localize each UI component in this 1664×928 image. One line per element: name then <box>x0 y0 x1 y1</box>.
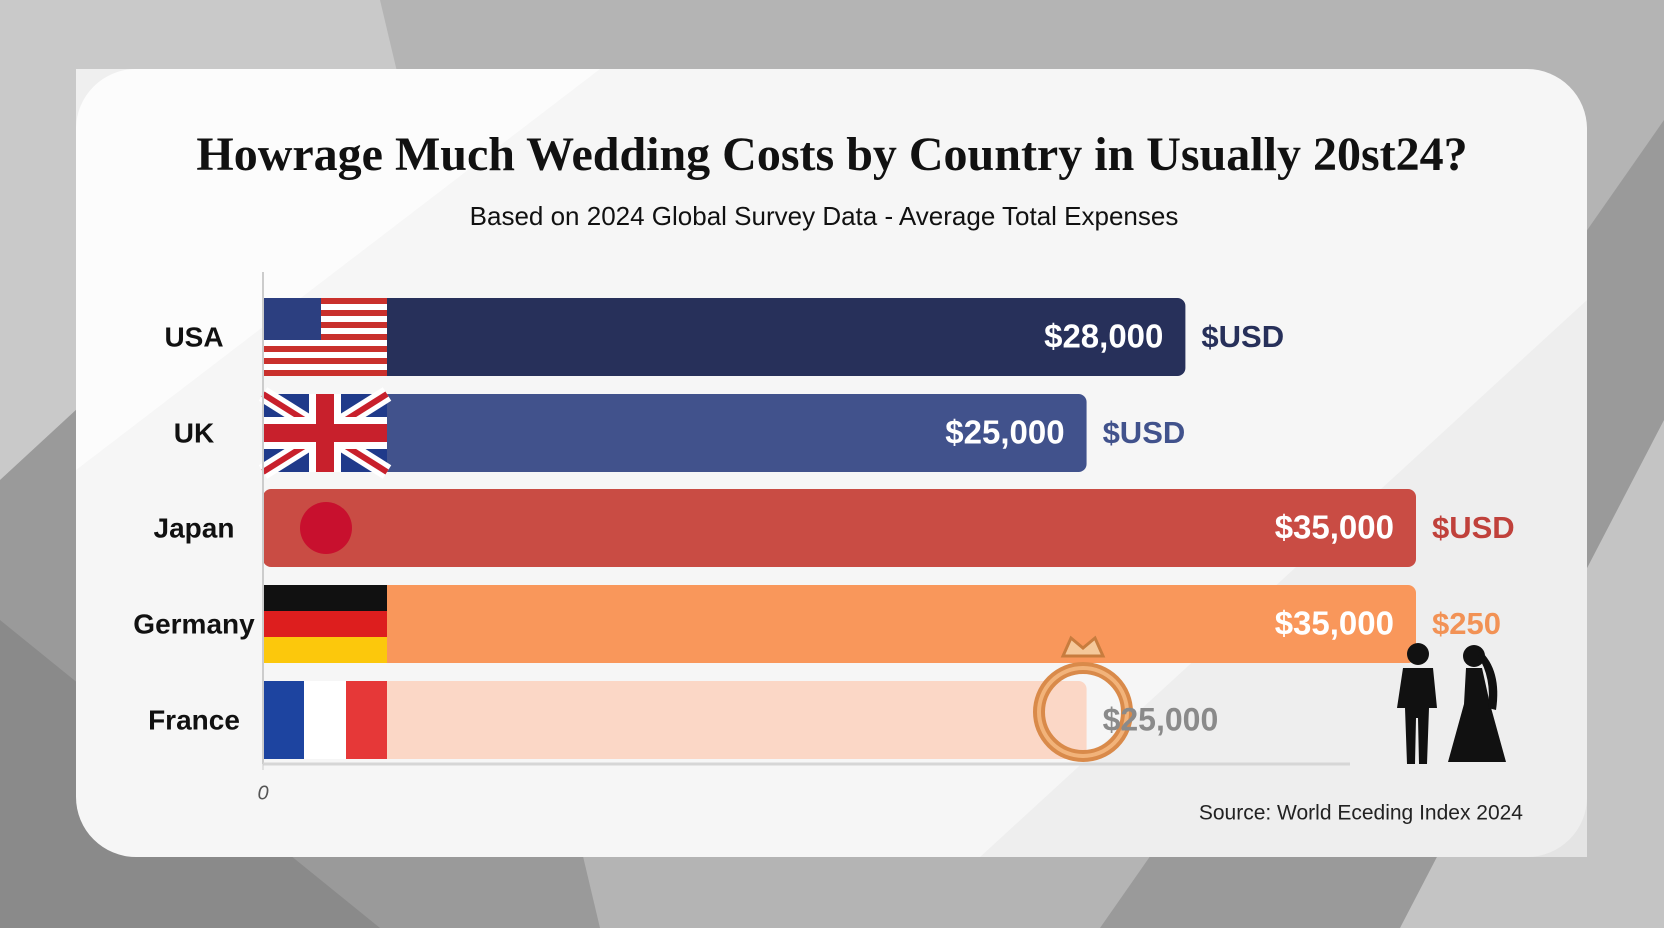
ring-icon <box>1033 635 1133 762</box>
flag-japan <box>300 502 352 554</box>
couple-icon <box>1397 643 1506 764</box>
bar <box>263 394 1087 472</box>
flag-uk <box>258 387 392 479</box>
source-note: Source: World Eceding Index 2024 <box>1199 802 1523 825</box>
unit-label: $USD <box>1201 319 1284 354</box>
category-label: UK <box>174 417 214 448</box>
card-shape <box>76 69 600 470</box>
value-label: $35,000 <box>1275 509 1394 546</box>
flag-usa <box>263 298 387 376</box>
bar <box>263 298 1186 376</box>
x-tick-label: 0 <box>257 782 268 804</box>
value-label: $35,000 <box>1275 605 1394 642</box>
bars <box>263 298 1416 759</box>
chart-title: Howrage Much Wedding Costs by Country in… <box>196 128 1467 181</box>
chart-subtitle: Based on 2024 Global Survey Data - Avera… <box>470 201 1179 231</box>
bar <box>263 489 1416 567</box>
category-label: USA <box>164 321 223 352</box>
flag-germany <box>263 585 387 663</box>
ticks: 0 <box>257 764 269 804</box>
category-label: France <box>148 704 240 735</box>
bar <box>263 681 1087 759</box>
category-label: Japan <box>154 512 235 543</box>
value-label: $28,000 <box>1044 318 1163 355</box>
bar <box>263 585 1416 663</box>
value-label: $25,000 <box>1103 701 1219 737</box>
value-label: $25,000 <box>945 414 1064 451</box>
category-label: Germany <box>133 608 255 639</box>
unit-label: $USD <box>1103 415 1186 450</box>
unit-label: $USD <box>1432 510 1515 545</box>
unit-label: $250 <box>1432 606 1501 641</box>
flag-france <box>263 681 387 759</box>
